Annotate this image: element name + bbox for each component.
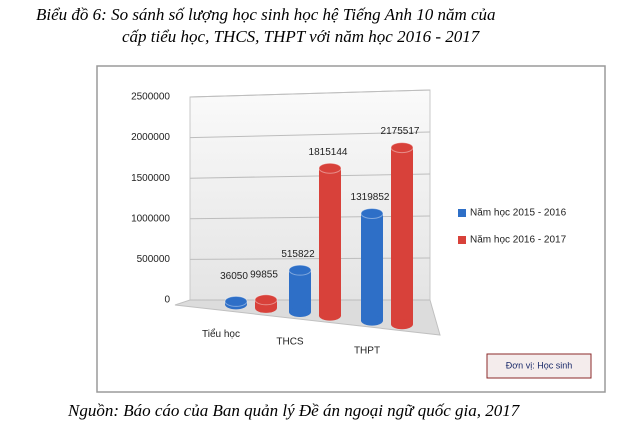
y-tick-label: 500000 [137, 254, 171, 265]
bar [391, 147, 413, 325]
x-tick-label: THPT [354, 345, 380, 356]
bar-top [318, 162, 342, 174]
y-tick-label: 2000000 [131, 132, 170, 143]
bar-base [391, 319, 413, 330]
grid-line [189, 131, 431, 139]
grid-line [189, 257, 431, 260]
data-label: 2175517 [381, 126, 420, 137]
y-tick-label: 0 [164, 295, 170, 306]
bar-top [288, 264, 312, 276]
unit-box [486, 353, 592, 379]
legend-label: Năm học 2015 - 2016 [470, 208, 567, 219]
chart-title: Biểu đồ 6: So sánh số lượng học sinh học… [36, 5, 496, 24]
bar [289, 270, 311, 312]
legend-label: Năm học 2016 - 2017 [470, 235, 567, 246]
bar-base [255, 302, 277, 313]
legend-swatch [458, 209, 466, 217]
data-label: 36050 [220, 271, 248, 282]
legend-swatch [458, 236, 466, 244]
y-tick-label: 2500000 [131, 92, 170, 103]
grid-line [189, 89, 431, 98]
x-tick-label: THCS [276, 337, 304, 348]
data-label: 1815144 [309, 147, 348, 158]
bar-top [360, 207, 384, 219]
bar-base [319, 310, 341, 321]
bar-base [289, 307, 311, 317]
source: Nguồn: Báo cáo của Ban quản lý Đề án ngo… [67, 401, 521, 420]
data-label: 1319852 [351, 192, 390, 203]
bar-top [224, 295, 248, 307]
bar-base [361, 315, 383, 326]
grid-line [189, 215, 431, 220]
bar-top [254, 294, 278, 306]
chart-title: cấp tiểu học, THCS, THPT với năm học 201… [122, 27, 481, 46]
unit-note: Đơn vị: Học sinh [506, 360, 572, 370]
y-tick-label: 1500000 [131, 173, 170, 184]
data-label: 515822 [281, 249, 315, 260]
data-label: 99855 [250, 269, 278, 280]
bar [319, 168, 341, 316]
bar [361, 213, 383, 321]
x-tick-label: Tiểu học [202, 328, 240, 340]
grid-line [189, 173, 431, 179]
y-tick-label: 1000000 [131, 213, 170, 224]
bar-top [390, 142, 414, 154]
